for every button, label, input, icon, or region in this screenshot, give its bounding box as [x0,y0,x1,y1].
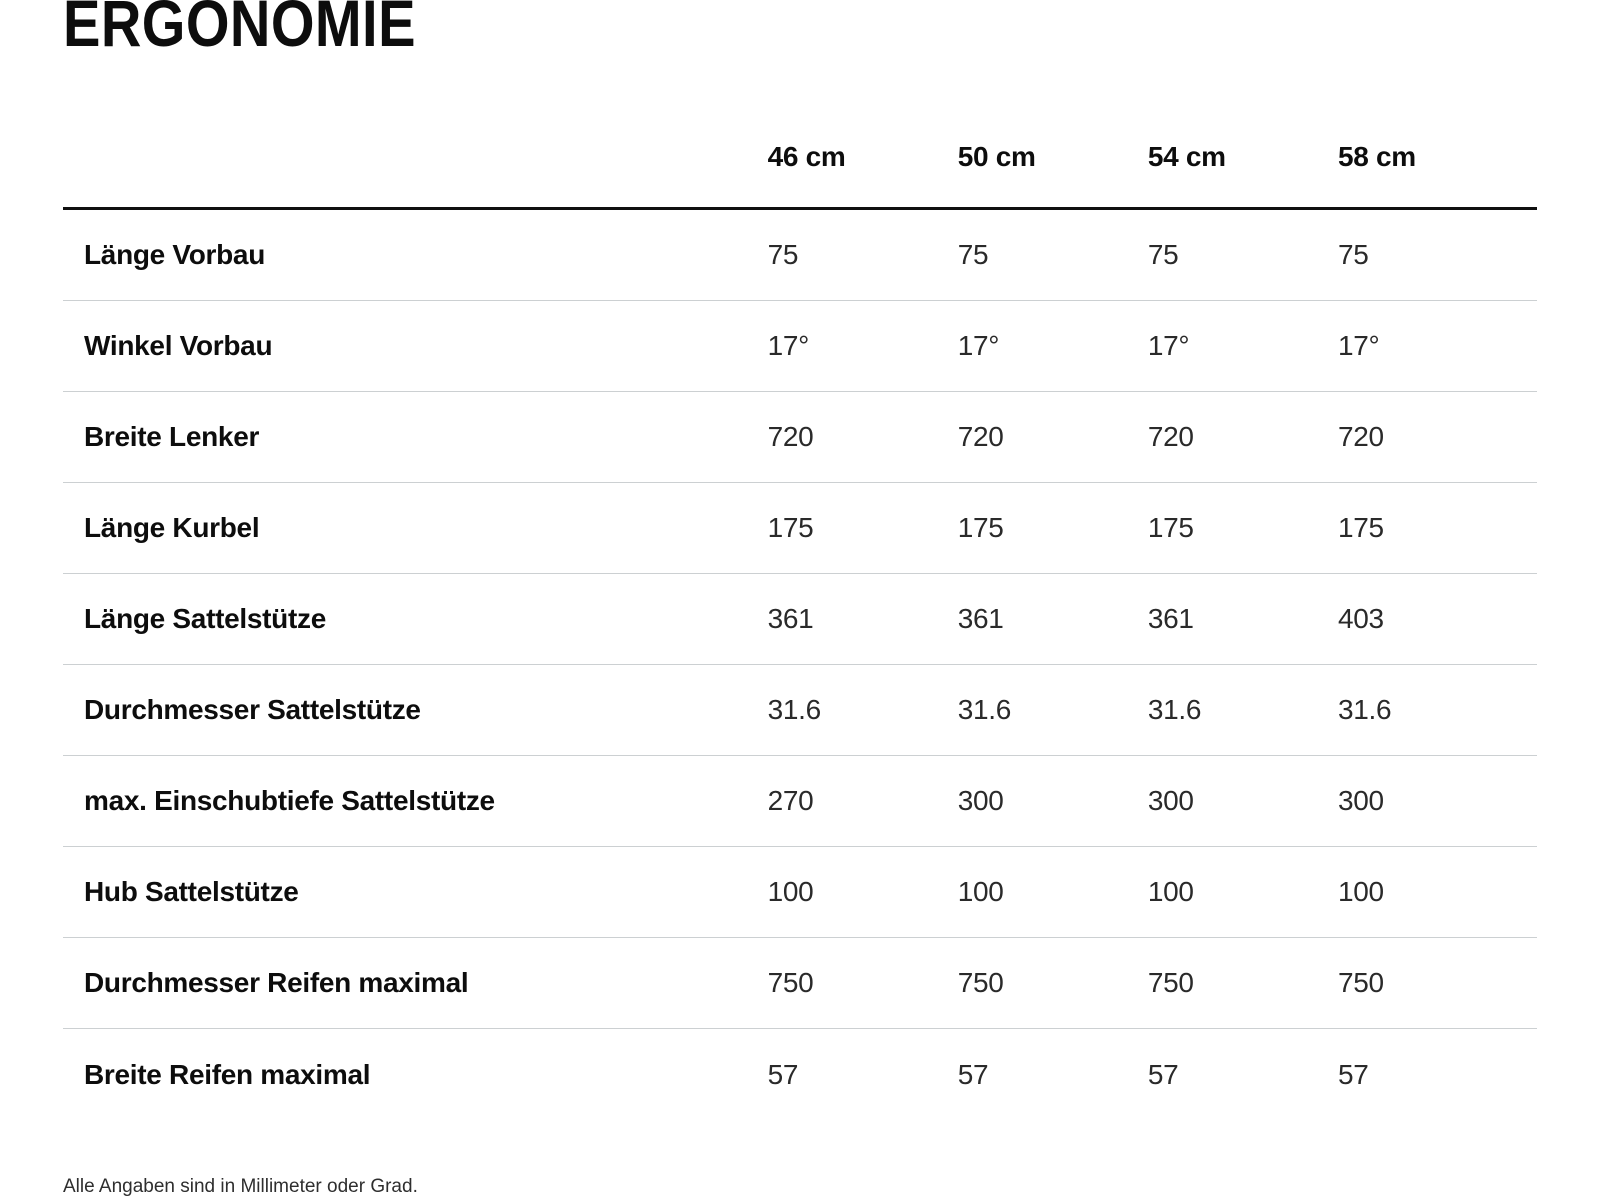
table-row-breite-reifen-maximal: Breite Reifen maximal 57 57 57 57 [63,1029,1537,1120]
row-label: Breite Lenker [84,421,260,452]
row-label: Hub Sattelstütze [84,876,299,907]
cell-value: 175 [957,512,1004,543]
cell-value: 75 [767,239,799,270]
cell-value: 31.6 [767,694,822,725]
cell-value: 75 [957,239,989,270]
cell-value: 175 [1337,512,1384,543]
cell-value: 57 [1337,1058,1369,1090]
row-label: Durchmesser Sattelstütze [84,694,421,725]
cell-value: 17° [767,330,810,361]
cell-value: 100 [1337,876,1384,907]
cell-value: 270 [767,785,814,816]
cell-value: 361 [1147,603,1194,634]
page-title: ERGONOMIE [63,0,416,60]
cell-value: 720 [1337,421,1384,452]
units-footnote: Alle Angaben sind in Millimeter oder Gra… [63,1176,418,1197]
table-row-laenge-vorbau: Länge Vorbau 75 75 75 75 [63,210,1537,301]
table-row-max-einschubtiefe-sattelstuetze: max. Einschubtiefe Sattelstütze 270 300 … [63,756,1537,847]
cell-value: 57 [767,1058,799,1090]
column-header-50cm: 50 cm [957,141,1036,172]
cell-value: 100 [767,876,814,907]
row-label: max. Einschubtiefe Sattelstütze [84,785,495,816]
cell-value: 17° [957,330,1000,361]
cell-value: 720 [1147,421,1194,452]
cell-value: 57 [957,1058,989,1090]
cell-value: 750 [767,967,814,998]
table-row-durchmesser-reifen-maximal: Durchmesser Reifen maximal 750 750 750 7… [63,938,1537,1029]
cell-value: 75 [1147,239,1179,270]
ergonomics-table: 46 cm 50 cm 54 cm 58 cm Länge Vorbau 75 … [63,140,1537,1120]
cell-value: 361 [767,603,814,634]
cell-value: 300 [1337,785,1384,816]
cell-value: 175 [767,512,814,543]
cell-value: 750 [1147,967,1194,998]
cell-value: 300 [957,785,1004,816]
row-label: Breite Reifen maximal [84,1058,371,1090]
cell-value: 361 [957,603,1004,634]
column-header-46cm: 46 cm [767,141,846,172]
table-header-row: 46 cm 50 cm 54 cm 58 cm [63,140,1537,210]
table-row-durchmesser-sattelstuetze: Durchmesser Sattelstütze 31.6 31.6 31.6 … [63,665,1537,756]
cell-value: 100 [1147,876,1194,907]
cell-value: 75 [1337,239,1369,270]
cell-value: 31.6 [1147,694,1202,725]
row-label: Länge Kurbel [84,512,260,543]
cell-value: 17° [1147,330,1190,361]
cell-value: 100 [957,876,1004,907]
column-header-58cm: 58 cm [1337,141,1416,172]
row-label: Länge Vorbau [84,239,266,270]
row-label: Durchmesser Reifen maximal [84,967,469,998]
table-row-laenge-kurbel: Länge Kurbel 175 175 175 175 [63,483,1537,574]
table-row-hub-sattelstuetze: Hub Sattelstütze 100 100 100 100 [63,847,1537,938]
cell-value: 300 [1147,785,1194,816]
table-row-breite-lenker: Breite Lenker 720 720 720 720 [63,392,1537,483]
cell-value: 31.6 [957,694,1012,725]
row-label: Winkel Vorbau [84,330,273,361]
cell-value: 57 [1147,1058,1179,1090]
table-row-winkel-vorbau: Winkel Vorbau 17° 17° 17° 17° [63,301,1537,392]
cell-value: 720 [957,421,1004,452]
row-label: Länge Sattelstütze [84,603,326,634]
cell-value: 31.6 [1337,694,1392,725]
cell-value: 750 [957,967,1004,998]
cell-value: 17° [1337,330,1380,361]
cell-value: 750 [1337,967,1384,998]
cell-value: 720 [767,421,814,452]
column-header-54cm: 54 cm [1147,141,1226,172]
cell-value: 403 [1337,603,1384,634]
cell-value: 175 [1147,512,1194,543]
table-row-laenge-sattelstuetze: Länge Sattelstütze 361 361 361 403 [63,574,1537,665]
